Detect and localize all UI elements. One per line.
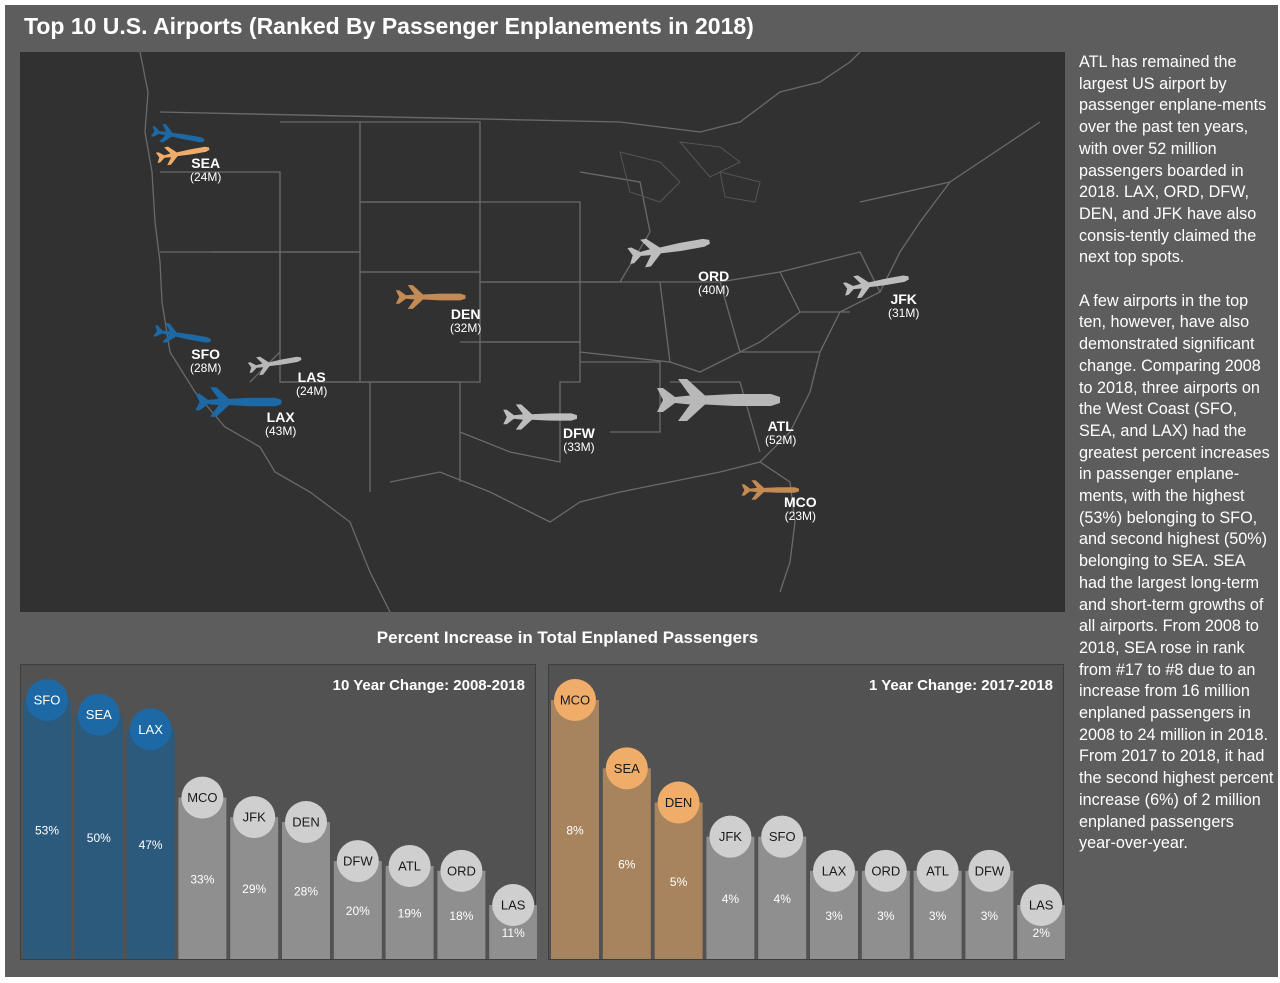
category-label-10y-mco: MCO: [187, 790, 217, 805]
side-paragraph-2: A few airports in the top ten, however, …: [1079, 291, 1274, 853]
value-label-10y-mco: 33%: [190, 872, 214, 886]
value-label-1y-den: 5%: [670, 875, 688, 889]
value-label-10y-las: 11%: [502, 926, 525, 940]
category-label-10y-atl: ATL: [398, 858, 421, 873]
bar-cap-1y-mco: [554, 679, 596, 721]
value-label-10y-sea: 50%: [87, 831, 111, 845]
bar-cap-10y-jfk: [233, 796, 276, 839]
category-label-1y-sfo: SFO: [769, 829, 796, 844]
category-label-10y-las: LAS: [501, 898, 526, 913]
category-label-10y-jfk: JFK: [243, 810, 266, 825]
value-label-10y-den: 28%: [294, 885, 318, 899]
value-label-10y-dfw: 20%: [346, 904, 370, 918]
category-label-10y-den: DEN: [292, 815, 319, 830]
value-label-10y-jfk: 29%: [242, 882, 266, 896]
category-label-1y-dfw: DFW: [975, 863, 1005, 878]
category-label-10y-lax: LAX: [138, 722, 163, 737]
bar-10y-den: [282, 822, 330, 959]
value-label-1y-ord: 3%: [877, 909, 895, 923]
value-label-10y-sfo: 53%: [35, 824, 59, 838]
bar-cap-1y-sfo: [761, 815, 804, 858]
value-label-10y-lax: 47%: [139, 838, 163, 852]
bar-1y-den: [654, 802, 703, 959]
airport-label-mco: MCO (23M): [784, 494, 817, 523]
airport-label-las: LAS (24M): [296, 369, 328, 398]
chart-10-year-plot: SFO 53% SEA 50% LAX 47% MCO 33% JFK 29% DEN 28% DFW 2…: [23, 679, 537, 959]
category-label-1y-den: DEN: [665, 795, 692, 810]
plane-icon-ord: [626, 228, 712, 270]
chart-section-title: Percent Increase in Total Enplaned Passe…: [376, 628, 759, 647]
airport-label-ord: ORD (40M): [698, 268, 730, 297]
category-label-10y-sfo: SFO: [34, 693, 61, 708]
category-label-1y-jfk: JFK: [719, 829, 742, 844]
value-label-1y-mco: 8%: [566, 824, 584, 838]
plane-icon-sea-blue: [150, 122, 206, 150]
side-description: ATL has remained the largest US airport …: [1079, 52, 1275, 877]
airport-label-lax: LAX (43M): [265, 409, 297, 438]
page-title: Top 10 U.S. Airports (Ranked By Passenge…: [24, 13, 754, 39]
value-label-1y-atl: 3%: [929, 909, 947, 923]
bar-cap-10y-las: [492, 884, 535, 926]
bar-cap-10y-sfo: [26, 679, 68, 721]
category-label-10y-ord: ORD: [447, 863, 476, 878]
category-label-1y-sea: SEA: [614, 761, 640, 776]
airport-label-sea: SEA (24M): [190, 155, 222, 184]
bar-cap-1y-atl: [916, 849, 959, 892]
bar-cap-10y-sea: [77, 693, 120, 736]
bar-1y-sea: [602, 768, 651, 959]
bar-10y-jfk: [230, 817, 279, 959]
airport-label-jfk: JFK (31M): [888, 291, 920, 320]
chart-1-year: 1 Year Change: 2017-2018 MCO 8% SEA 6% DEN 5%…: [548, 664, 1065, 960]
bar-cap-1y-ord: [864, 849, 907, 892]
chart-title-10-year: 10 Year Change: 2008-2018: [332, 677, 525, 694]
bar-cap-1y-sea: [605, 747, 648, 790]
airport-label-dfw: DFW (33M): [563, 425, 595, 454]
airport-label-sfo: SFO (28M): [190, 346, 222, 375]
category-label-1y-ord: ORD: [871, 863, 900, 878]
value-label-1y-dfw: 3%: [981, 909, 999, 923]
map-outlines: [139, 52, 1041, 612]
bar-cap-1y-dfw: [968, 849, 1011, 892]
bar-cap-10y-mco: [181, 776, 224, 819]
bar-10y-mco: [178, 797, 227, 959]
category-label-10y-sea: SEA: [86, 707, 112, 722]
category-label-1y-mco: MCO: [560, 693, 590, 708]
category-label-1y-atl: ATL: [926, 863, 949, 878]
chart-10-year: 10 Year Change: 2008-2018 SFO 53% SEA 50% LA…: [20, 664, 537, 960]
bar-cap-1y-lax: [813, 849, 855, 892]
chart-title-1-year: 1 Year Change: 2017-2018: [868, 677, 1053, 694]
chart-1-year-plot: MCO 8% SEA 6% DEN 5% JFK 4% SFO 4% LAX 3% ORD 3% ATL 3%…: [551, 679, 1065, 959]
airport-label-atl: ATL (52M): [765, 418, 797, 447]
bar-1y-mco: [551, 700, 599, 959]
bar-cap-1y-las: [1020, 884, 1063, 926]
bar-cap-10y-den: [285, 801, 327, 844]
value-label-10y-ord: 18%: [449, 909, 473, 923]
airport-label-den: DEN (32M): [450, 306, 482, 335]
value-label-1y-sfo: 4%: [774, 892, 792, 906]
bar-cap-10y-dfw: [336, 840, 379, 883]
bar-cap-1y-jfk: [709, 815, 752, 858]
bar-10y-sea: [74, 714, 123, 959]
bar-cap-1y-den: [657, 781, 700, 824]
value-label-1y-las: 2%: [1033, 926, 1051, 940]
us-map: SEA (24M) SFO (28M) LAX (43M) LAS (24M) DEN(…: [20, 52, 1065, 612]
side-paragraph-1: ATL has remained the largest US airport …: [1079, 53, 1267, 267]
plane-icon-atl: [657, 379, 780, 421]
bar-cap-10y-lax: [129, 708, 172, 751]
value-label-1y-jfk: 4%: [722, 892, 740, 906]
bar-10y-sfo: [23, 700, 71, 959]
category-label-1y-lax: LAX: [822, 863, 847, 878]
plane-icon-las: [247, 349, 303, 377]
bar-10y-lax: [126, 729, 175, 959]
value-label-10y-atl: 19%: [398, 906, 422, 920]
bar-cap-10y-ord: [440, 849, 483, 892]
category-label-1y-las: LAS: [1029, 898, 1054, 913]
value-label-1y-lax: 3%: [825, 909, 843, 923]
bar-cap-10y-atl: [388, 844, 431, 887]
value-label-1y-sea: 6%: [618, 858, 636, 872]
category-label-10y-dfw: DFW: [343, 854, 373, 869]
airport-planes: [150, 122, 911, 500]
